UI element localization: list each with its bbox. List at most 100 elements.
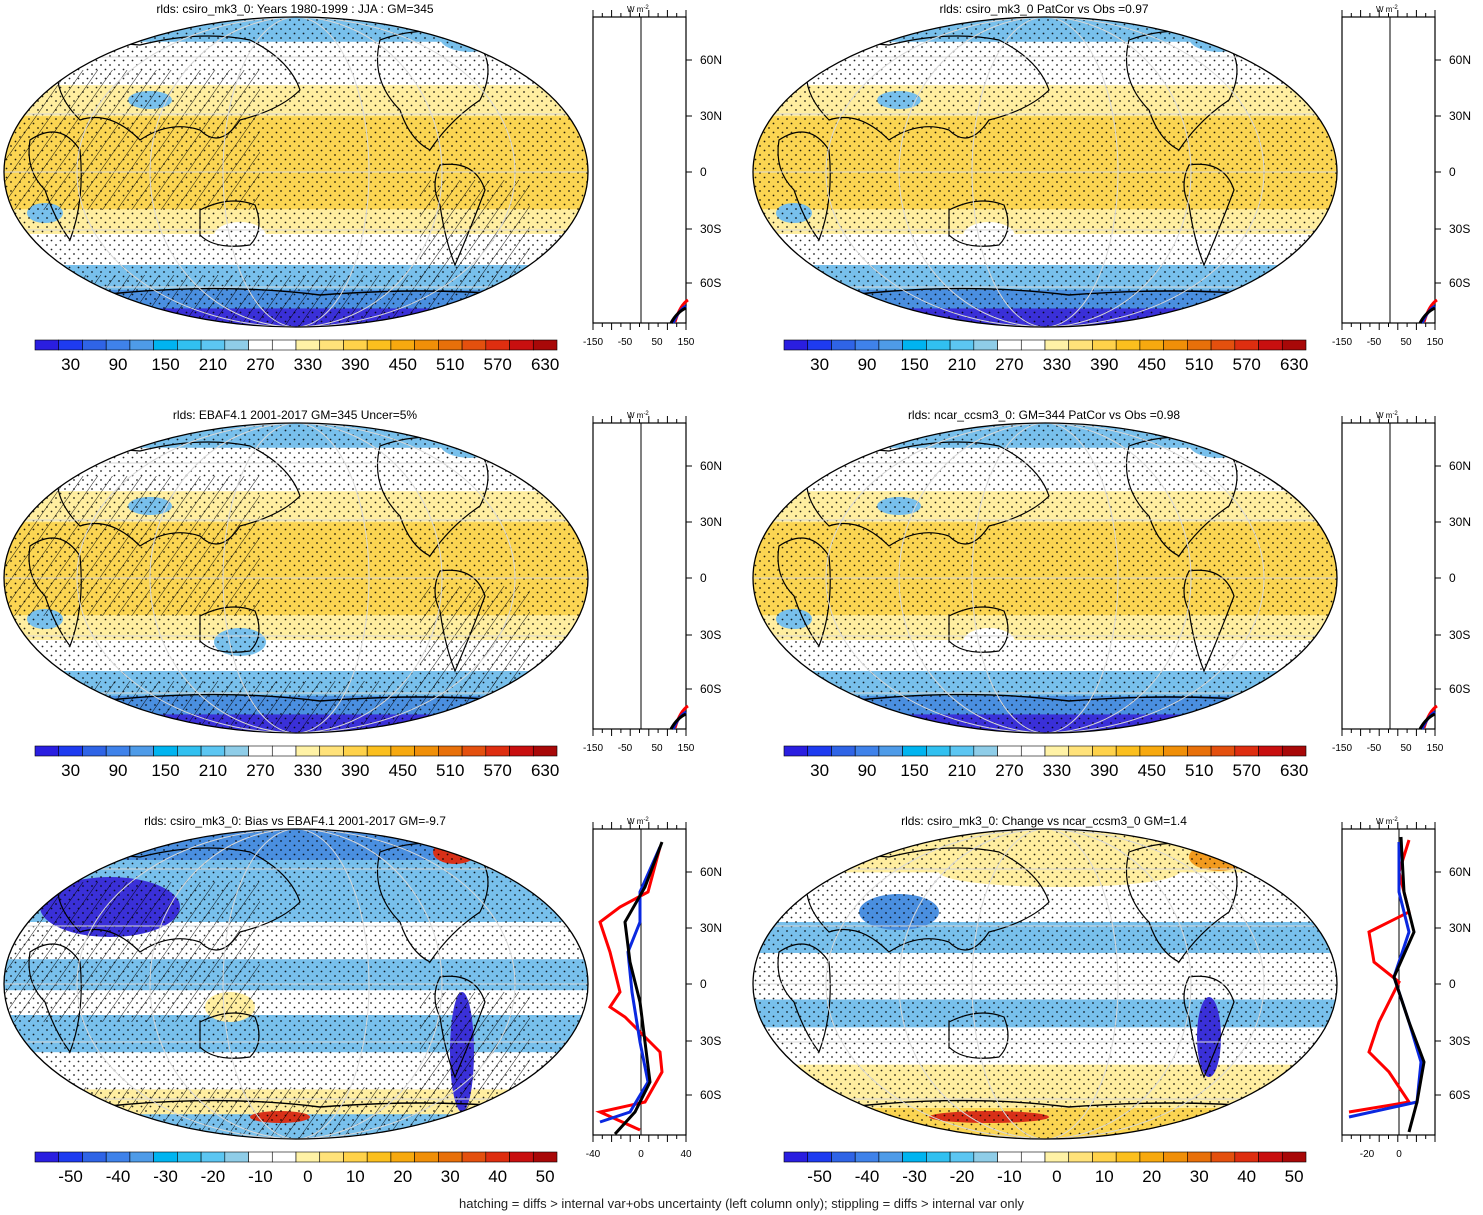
colorbar-swatch — [1068, 1151, 1093, 1163]
colorbar-swatch — [807, 1151, 832, 1163]
colorbar-tick-label: -10 — [997, 1167, 1022, 1186]
colorbar-tick-label: 570 — [1232, 761, 1260, 780]
colorbar: 30 90 150 210 270 330 390 450 510 570 630 — [783, 745, 1308, 780]
lat-label: 0 — [700, 977, 707, 991]
colorbar-swatch — [319, 339, 344, 351]
profile-line-black — [669, 306, 687, 324]
lat-label: 30S — [700, 628, 721, 642]
panel-3: rlds: EBAF4.1 2001-2017 GM=345 Uncer=5% 3… — [0, 406, 734, 801]
colorbar-swatch — [390, 745, 415, 757]
colorbar: 30 90 150 210 270 330 390 450 510 570 630 — [34, 339, 559, 374]
lat-label: 30N — [700, 109, 722, 123]
colorbar-swatch — [224, 1151, 249, 1163]
colorbar-tick-label: 50 — [536, 1167, 555, 1186]
panel-4: rlds: ncar_ccsm3_0: GM=344 PatCor vs Obs… — [749, 406, 1483, 801]
zonal-profile: W m-2 60N 30N 0 30S 60S -150 -50 50 150 — [583, 5, 722, 348]
colorbar-tick-label: 40 — [1237, 1167, 1256, 1186]
colorbar-tick-label: 630 — [1280, 355, 1308, 374]
panel-graphics: -50 -40 -30 -20 -10 0 10 20 30 40 50 W m-2 60N 30N 0 30… — [3, 817, 722, 1186]
colorbar-swatch — [82, 1151, 107, 1163]
colorbar-swatch — [224, 339, 249, 351]
map-field — [753, 17, 1337, 327]
profile-line-black — [1392, 836, 1426, 1133]
colorbar-swatch — [461, 339, 487, 351]
profile-unit: W m-2 — [1376, 817, 1398, 826]
colorbar-swatch — [343, 1151, 368, 1163]
colorbar-swatch — [854, 745, 880, 757]
panel-graphics: -50 -40 -30 -20 -10 0 10 20 30 40 50 W m-2 60N 30N 0 30… — [752, 817, 1471, 1186]
colorbar-swatch — [532, 745, 558, 757]
colorbar-swatch — [926, 339, 951, 351]
profile-tick-label: -150 — [1332, 743, 1352, 754]
panel-5: rlds: csiro_mk3_0: Bias vs EBAF4.1 2001-… — [0, 812, 734, 1207]
colorbar-tick-label: 390 — [1090, 355, 1118, 374]
colorbar-tick-label: 630 — [531, 761, 559, 780]
colorbar-swatch — [997, 1151, 1022, 1163]
colorbar-swatch — [831, 339, 856, 351]
colorbar-tick-label: 90 — [109, 761, 128, 780]
colorbar-tick-label: 270 — [995, 355, 1023, 374]
profile-tick-label: -150 — [583, 743, 603, 754]
colorbar-swatch — [129, 1151, 154, 1163]
lat-label: 0 — [1449, 165, 1456, 179]
colorbar-tick-label: 570 — [1232, 355, 1260, 374]
lat-label: 30N — [700, 921, 722, 935]
colorbar-swatch — [438, 1151, 463, 1163]
colorbar-swatch — [997, 745, 1022, 757]
colorbar-swatch — [1115, 745, 1141, 757]
profile-tick-label: 150 — [678, 743, 695, 754]
colorbar-swatch — [177, 1151, 202, 1163]
lat-label: 60N — [700, 53, 722, 67]
zonal-profile: W m-2 60N 30N 0 30S 60S -40 0 40 — [586, 817, 722, 1160]
colorbar-tick-label: -40 — [106, 1167, 131, 1186]
profile-unit: W m-2 — [627, 5, 649, 14]
colorbar-swatch — [1020, 1151, 1046, 1163]
profile-tick-label: 150 — [678, 337, 695, 348]
colorbar-swatch — [1092, 339, 1117, 351]
colorbar-tick-label: 30 — [61, 355, 80, 374]
colorbar-swatch — [271, 745, 297, 757]
colorbar-swatch — [1068, 339, 1093, 351]
colorbar-swatch — [1163, 1151, 1188, 1163]
map-title: rlds: csiro_mk3_0: Bias vs EBAF4.1 2001-… — [144, 814, 446, 828]
colorbar-swatch — [1210, 339, 1236, 351]
colorbar-tick-label: 30 — [1190, 1167, 1209, 1186]
profile-unit: W m-2 — [627, 411, 649, 420]
map-outline — [752, 422, 1338, 734]
zonal-profile: W m-2 60N 30N 0 30S 60S -150 -50 50 150 — [1332, 5, 1471, 348]
profile-tick-label: 50 — [651, 337, 663, 348]
colorbar-swatch — [1281, 745, 1307, 757]
profile-line-black — [1418, 306, 1436, 324]
colorbar-tick-label: -50 — [58, 1167, 83, 1186]
colorbar-tick-label: 270 — [246, 355, 274, 374]
colorbar-tick-label: -30 — [153, 1167, 178, 1186]
profile-tick-label: -50 — [1367, 743, 1382, 754]
colorbar-swatch — [1163, 339, 1188, 351]
colorbar-swatch — [949, 1151, 975, 1163]
colorbar-swatch — [153, 745, 178, 757]
lat-label: 60S — [700, 682, 721, 696]
profile-tick-label: -50 — [618, 743, 633, 754]
colorbar-swatch — [248, 339, 273, 351]
map-outline — [752, 16, 1338, 328]
colorbar-tick-label: 330 — [294, 355, 322, 374]
lat-label: 30S — [700, 222, 721, 236]
map-title: rlds: csiro_mk3_0: Years 1980-1999 : JJA… — [156, 2, 434, 16]
colorbar-swatch — [271, 339, 297, 351]
colorbar-swatch — [366, 1151, 392, 1163]
colorbar-swatch — [461, 1151, 487, 1163]
colorbar-tick-label: -20 — [201, 1167, 226, 1186]
colorbar-tick-label: 570 — [483, 761, 511, 780]
zonal-profile: W m-2 60N 30N 0 30S 60S -150 -50 50 150 — [583, 411, 722, 754]
lat-label: 60S — [700, 276, 721, 290]
colorbar-swatch — [1068, 745, 1093, 757]
map-field — [4, 829, 588, 1139]
colorbar-swatch — [1234, 1151, 1259, 1163]
colorbar-swatch — [926, 745, 951, 757]
colorbar-tick-label: 330 — [1043, 355, 1071, 374]
colorbar-swatch — [1281, 1151, 1307, 1163]
colorbar-swatch — [390, 1151, 415, 1163]
colorbar-tick-label: 630 — [531, 355, 559, 374]
panel-graphics: 30 90 150 210 270 330 390 450 510 570 630 W m-2 60N 3… — [3, 5, 722, 374]
colorbar-swatch — [783, 339, 809, 351]
